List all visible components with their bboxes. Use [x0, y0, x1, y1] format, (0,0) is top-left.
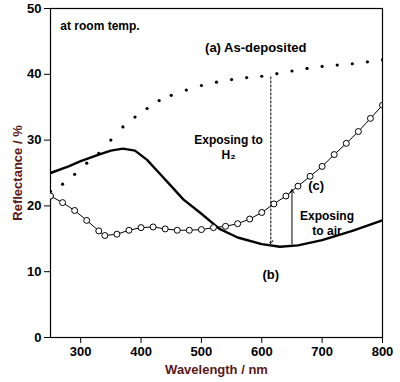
svg-text:Exposingto air: Exposingto air: [300, 209, 354, 238]
svg-text:400: 400: [130, 344, 152, 359]
svg-text:(b): (b): [263, 267, 280, 282]
svg-text:600: 600: [251, 344, 273, 359]
svg-text:40: 40: [27, 66, 41, 81]
svg-text:20: 20: [27, 198, 41, 213]
svg-text:Exposing toH₂: Exposing toH₂: [194, 133, 263, 162]
svg-text:(c): (c): [308, 178, 324, 193]
svg-text:at room temp.: at room temp.: [60, 19, 139, 33]
svg-text:50: 50: [27, 1, 41, 16]
svg-text:Reflectance / %: Reflectance / %: [10, 125, 25, 221]
svg-text:0: 0: [34, 330, 41, 345]
svg-text:800: 800: [372, 344, 394, 359]
svg-text:10: 10: [27, 264, 41, 279]
svg-text:500: 500: [191, 344, 213, 359]
svg-text:Wavelength / nm: Wavelength / nm: [165, 362, 268, 377]
svg-text:700: 700: [311, 344, 333, 359]
svg-text:300: 300: [70, 344, 92, 359]
svg-text:30: 30: [27, 132, 41, 147]
svg-text:(a) As-deposited: (a) As-deposited: [205, 40, 306, 55]
